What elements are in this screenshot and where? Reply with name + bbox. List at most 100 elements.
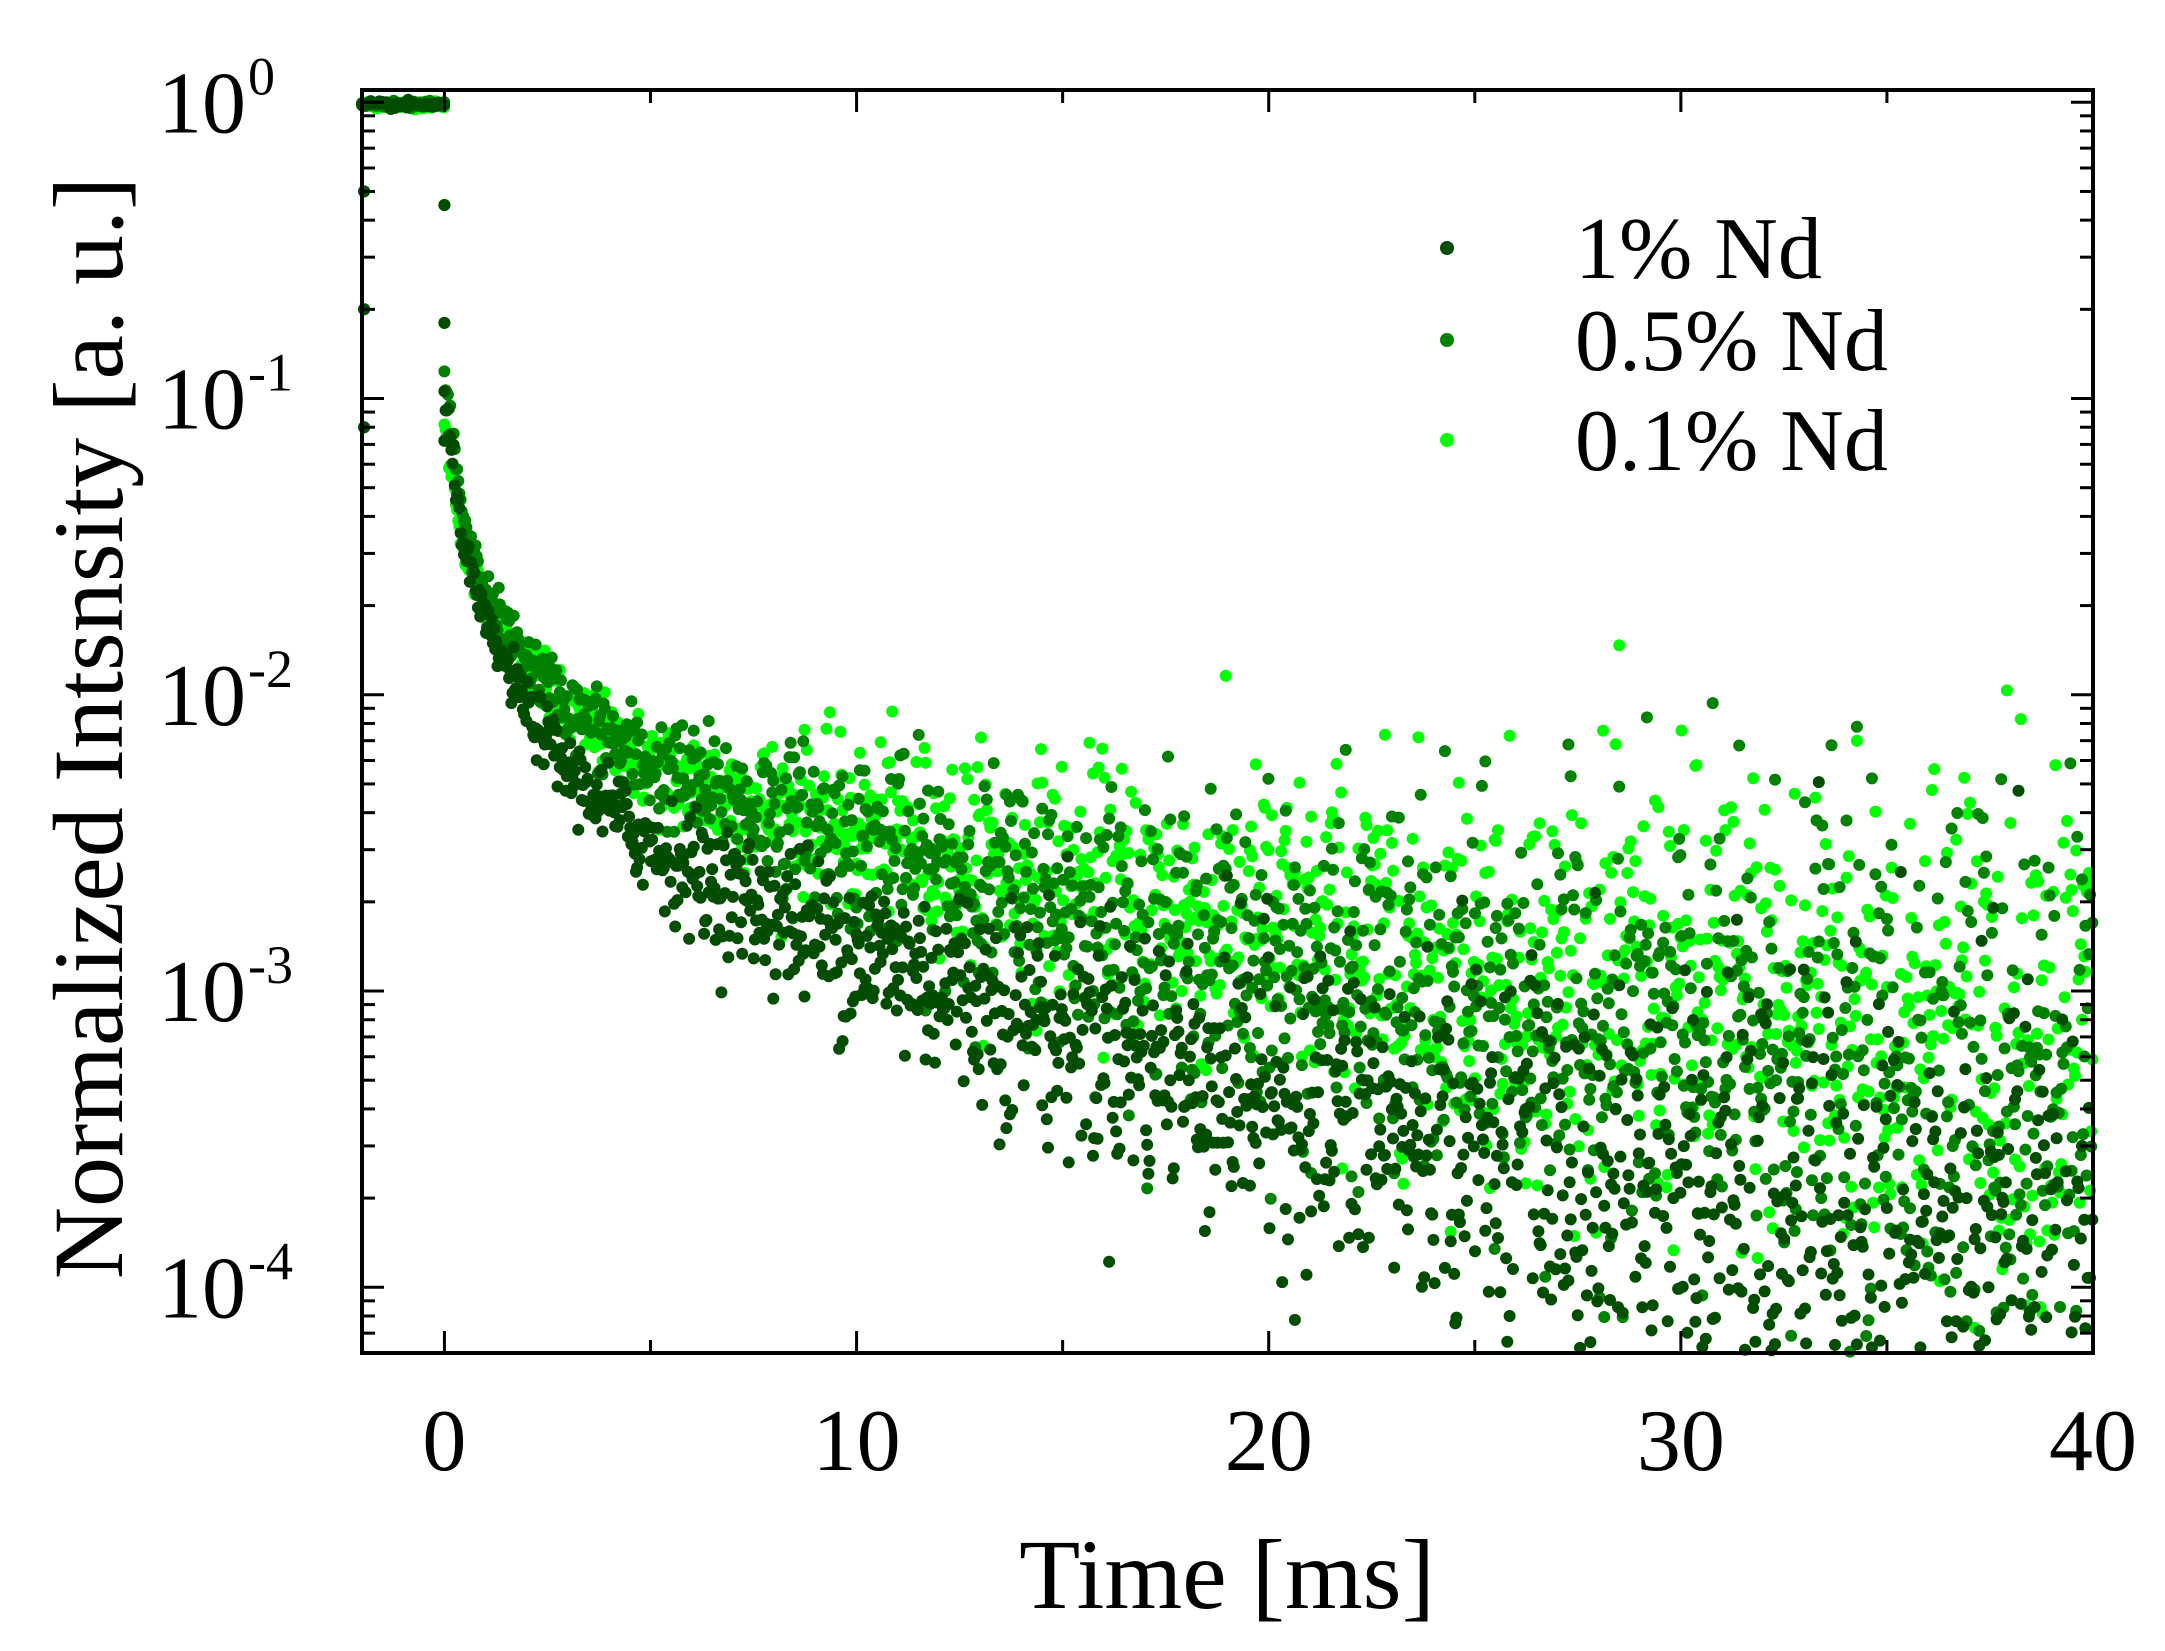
data-point [1159,896,1172,908]
data-point [977,913,990,926]
data-point [1132,994,1144,1007]
data-point [631,716,644,729]
data-point [1862,1268,1875,1281]
data-point [1617,1026,1630,1039]
data-point [1488,1242,1501,1255]
data-point [1279,1203,1292,1215]
data-point [1133,1079,1146,1092]
data-point [1706,697,1719,710]
data-point [1850,720,1863,733]
data-point [1657,936,1670,949]
x-tick-label: 20 [1225,1393,1313,1490]
data-point [1909,1123,1922,1135]
data-point [2056,1013,2069,1026]
data-point [1936,1210,1949,1223]
data-point [1638,1240,1651,1253]
data-point [1799,1302,1811,1315]
data-point [1083,986,1096,999]
data-point [2013,1160,2026,1173]
data-point [1540,1108,1553,1121]
data-point [1203,1206,1216,1219]
data-point [778,857,791,870]
data-point [778,901,791,914]
data-point [1254,988,1267,1000]
data-point [1477,1040,1489,1052]
data-point [1473,1097,1486,1110]
data-point [848,915,861,928]
data-point [1196,1090,1209,1103]
data-point [1273,961,1286,974]
data-point [2039,1167,2051,1180]
data-point [438,385,451,398]
data-point [1582,1166,1594,1179]
data-point [1664,1260,1676,1273]
data-point [1519,1177,1532,1190]
data-point [625,695,638,708]
data-point [1312,1086,1324,1099]
data-point [775,783,788,796]
data-point [1455,1162,1468,1174]
data-point [1892,1148,1905,1161]
data-point [1871,1033,1884,1046]
data-point [1147,999,1159,1012]
data-point [2000,684,2013,697]
data-point [1643,1156,1656,1169]
data-point [975,731,987,744]
data-point [2004,817,2017,829]
data-point [1710,884,1723,897]
data-point [1867,1196,1880,1209]
data-point [1430,1149,1443,1162]
data-point [1728,1198,1741,1211]
data-point [1140,1124,1153,1137]
data-point [1044,1030,1057,1043]
data-point [1685,1073,1698,1086]
data-point [1559,1262,1571,1275]
data-point [1160,1118,1173,1131]
data-point [1799,796,1811,809]
data-point [2072,973,2085,986]
data-point [798,723,811,736]
data-point [843,892,856,904]
data-point [1730,913,1743,926]
data-point [1223,843,1236,855]
data-point [1456,903,1469,916]
data-point [1525,949,1538,962]
data-point [1919,855,1931,868]
data-point [1698,1206,1711,1219]
data-point [1884,1089,1897,1102]
series-1 [356,94,2099,1358]
data-point [1499,1013,1511,1026]
data-point [1549,1263,1562,1276]
data-point [1340,866,1353,879]
x-tick-label: 0 [422,1393,466,1490]
data-point [1455,1071,1468,1084]
data-point [1624,923,1637,936]
data-point [590,680,603,693]
data-point [1105,979,1118,992]
data-point [1134,1028,1147,1040]
data-point [1357,1241,1369,1254]
data-point [902,805,915,818]
data-point [1713,1272,1726,1285]
data-point [1197,1140,1210,1153]
data-point [1885,861,1898,874]
data-point [888,854,901,867]
data-point [1484,961,1496,974]
data-point [655,721,668,734]
data-point [1125,785,1138,798]
data-point [1577,1120,1590,1133]
data-point [1517,897,1530,909]
data-point [1710,1147,1723,1160]
data-point [1172,919,1185,932]
data-point [1647,1002,1660,1015]
data-point [2066,1035,2079,1048]
data-point [1951,1253,1964,1265]
data-point [1574,932,1586,945]
data-point [1275,845,1288,858]
data-point [1194,989,1207,1002]
data-point [1328,921,1341,934]
data-point [1515,846,1528,859]
data-point [1657,909,1670,922]
data-point [1112,830,1125,843]
